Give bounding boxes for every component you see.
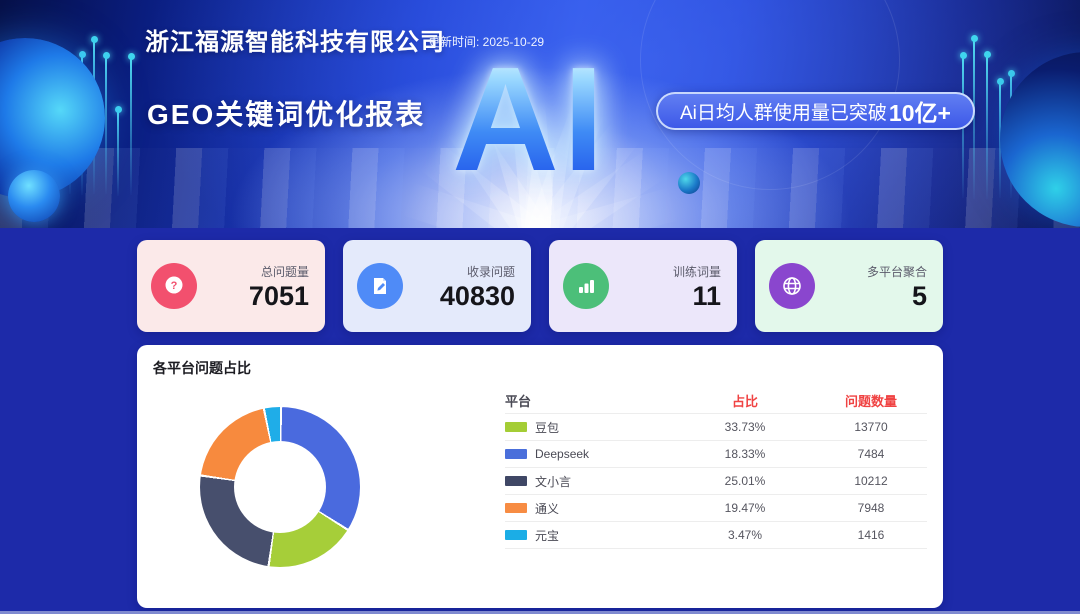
- col-header-percent: 占比: [731, 393, 758, 409]
- platform-share-card: 各平台问题占比 平台 占比 问题数量 豆包 33.73% 13770 Deeps…: [137, 345, 943, 608]
- table-row-douban[interactable]: 豆包 33.73% 13770: [505, 414, 927, 441]
- platform-count: 13770: [854, 420, 888, 434]
- platform-table: 平台 占比 问题数量 豆包 33.73% 13770 Deepseek 18.3…: [505, 387, 927, 549]
- stat-card-multi-platform: 多平台聚合 5: [755, 240, 943, 332]
- glow-line: [970, 35, 978, 199]
- platform-donut-chart[interactable]: [200, 407, 360, 567]
- stat-label: 总问题量: [260, 264, 309, 279]
- glow-line: [127, 53, 135, 195]
- stat-value: 11: [692, 280, 721, 311]
- table-row-tongyi[interactable]: 通义 19.47% 7948: [505, 495, 927, 522]
- platform-table-header: 平台 占比 问题数量: [505, 387, 927, 414]
- glow-line: [114, 106, 122, 196]
- page-title: GEO关键词优化报表: [147, 99, 426, 130]
- platform-name: 元宝: [535, 528, 560, 543]
- stat-card-training-words: 训练词量 11: [549, 240, 737, 332]
- platform-percent: 18.33%: [724, 447, 766, 461]
- svg-text:?: ?: [171, 280, 178, 292]
- platform-count: 7948: [857, 501, 885, 515]
- stat-value: 5: [911, 280, 927, 311]
- stat-label: 多平台聚合: [866, 264, 927, 279]
- platform-count: 7484: [857, 447, 885, 461]
- platform-card-title: 各平台问题占比: [153, 360, 251, 376]
- globe-icon: [769, 263, 815, 309]
- platform-name: Deepseek: [535, 447, 590, 461]
- stat-card-total-questions: ? 总问题量 7051: [137, 240, 325, 332]
- light-floor: [0, 148, 1080, 228]
- glow-line: [102, 52, 110, 194]
- table-row-yuanbao[interactable]: 元宝 3.47% 1416: [505, 522, 927, 549]
- document-pencil-icon: [357, 263, 403, 309]
- legend-swatch: [505, 503, 527, 513]
- hero-banner: AI 浙江福源智能科技有限公司 更新时间: 2025-10-29 GEO关键词优…: [0, 0, 1080, 228]
- stat-value: 40830: [439, 280, 515, 311]
- usage-badge-number: 10亿+: [888, 100, 951, 126]
- company-name: 浙江福源智能科技有限公司: [145, 29, 445, 56]
- decor-sphere-center-small: [678, 172, 700, 194]
- usage-badge-text: Ai日均人群使用量已突破: [680, 102, 887, 124]
- stats-row: ? 总问题量 7051 收录问题 40830 训练词量 11 多平台聚合 5: [137, 240, 943, 332]
- table-row-wenxiaoyan[interactable]: 文小言 25.01% 10212: [505, 468, 927, 495]
- table-row-deepseek[interactable]: Deepseek 18.33% 7484: [505, 441, 927, 468]
- platform-percent: 19.47%: [724, 501, 766, 515]
- platform-count: 1416: [857, 528, 885, 542]
- donut-ring: [200, 407, 360, 567]
- platform-name: 通义: [535, 501, 560, 516]
- stat-card-indexed-questions: 收录问题 40830: [343, 240, 531, 332]
- legend-swatch: [505, 476, 527, 486]
- platform-name: 文小言: [535, 474, 572, 489]
- bar-chart-icon: [563, 263, 609, 309]
- col-header-count: 问题数量: [844, 393, 897, 409]
- ai-3d-text: AI: [452, 37, 608, 202]
- legend-swatch: [505, 422, 527, 432]
- platform-name: 豆包: [535, 420, 560, 435]
- legend-swatch: [505, 530, 527, 540]
- usage-badge: Ai日均人群使用量已突破 10亿+: [656, 92, 975, 130]
- col-header-platform: 平台: [505, 393, 532, 409]
- stat-value: 7051: [248, 280, 309, 311]
- legend-swatch: [505, 449, 527, 459]
- decor-sphere-left-small: [8, 170, 60, 222]
- platform-count: 10212: [854, 474, 888, 488]
- question-bubble-icon: ?: [151, 263, 197, 309]
- stat-label: 训练词量: [672, 264, 721, 279]
- platform-percent: 3.47%: [727, 528, 763, 542]
- platform-percent: 25.01%: [724, 474, 766, 488]
- update-time: 更新时间: 2025-10-29: [428, 35, 545, 49]
- bottom-divider: [0, 611, 1080, 614]
- platform-percent: 33.73%: [724, 420, 766, 434]
- glow-line: [983, 51, 991, 199]
- stat-label: 收录问题: [466, 264, 515, 279]
